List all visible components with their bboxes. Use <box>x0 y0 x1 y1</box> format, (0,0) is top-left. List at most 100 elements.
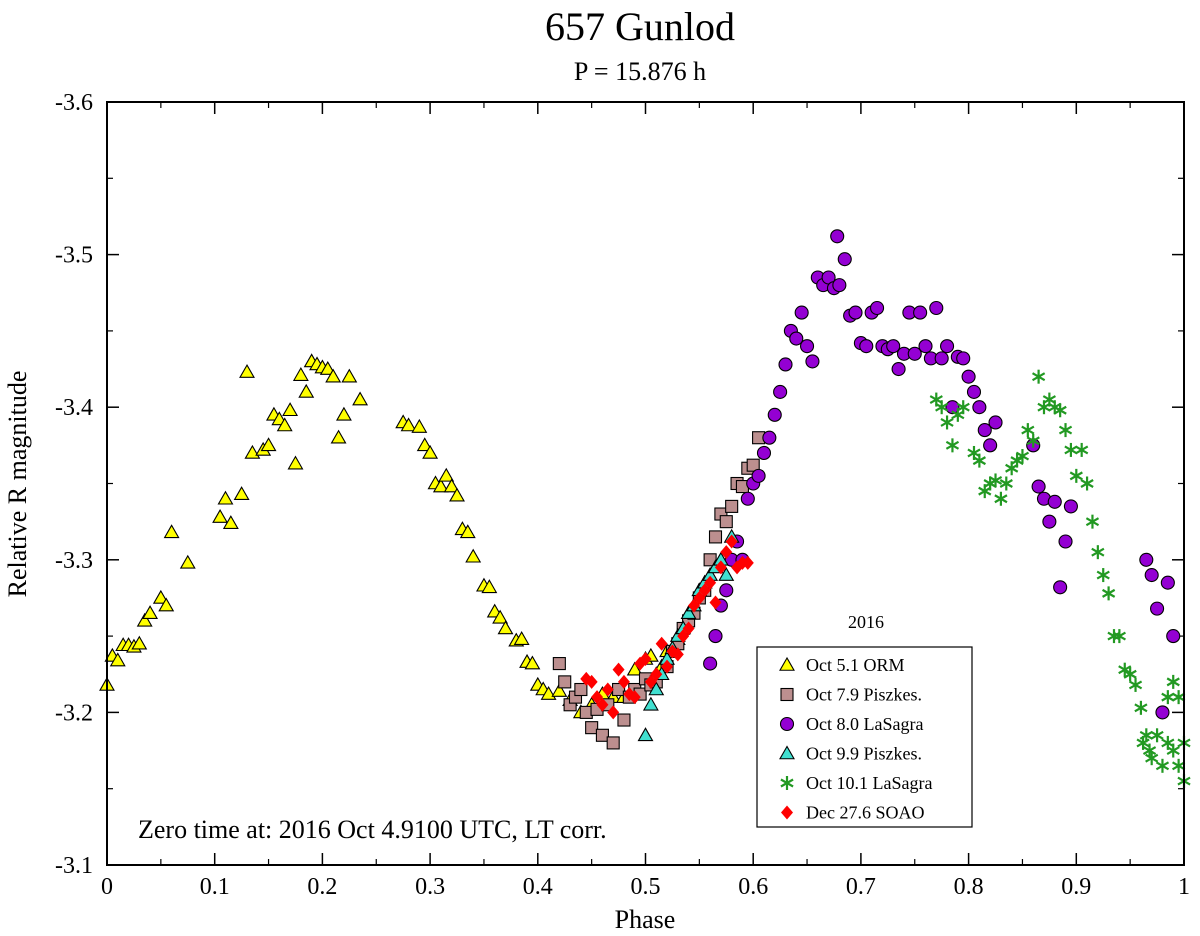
data-point <box>1015 449 1030 464</box>
data-point <box>913 305 928 320</box>
data-point <box>935 400 949 415</box>
data-point <box>465 548 482 563</box>
data-point <box>756 445 772 461</box>
data-point <box>1161 690 1175 705</box>
data-point <box>934 351 949 366</box>
legend-label: Dec 27.6 SOAO <box>806 803 925 823</box>
data-point <box>1160 575 1175 590</box>
legend-label: Oct 5.1 ORM <box>806 655 905 675</box>
data-point <box>988 415 1003 430</box>
data-point <box>718 566 735 581</box>
data-point <box>1058 534 1073 549</box>
data-point <box>260 437 277 452</box>
data-point <box>907 346 922 361</box>
data-point <box>606 736 620 750</box>
legend-label: Oct 8.0 LaSagra <box>806 714 923 734</box>
series-6 <box>580 534 754 720</box>
data-point <box>239 363 255 378</box>
data-point <box>1166 674 1180 689</box>
legend: Oct 5.1 ORM Oct 7.9 Piszkes. Oct 8.0 LaSag… <box>779 655 932 823</box>
data-point <box>703 553 717 567</box>
x-tick-label: 0.6 <box>738 874 768 900</box>
data-point <box>940 339 955 354</box>
data-point <box>848 305 863 320</box>
y-tick-label: -3.5 <box>55 243 93 269</box>
data-point <box>585 674 598 689</box>
data-point <box>886 339 901 354</box>
data-point <box>1101 586 1116 601</box>
data-point <box>746 458 760 472</box>
data-point <box>612 662 625 677</box>
legend-marker <box>780 776 794 790</box>
data-point <box>438 467 455 482</box>
data-point <box>1107 629 1121 644</box>
x-axis-label: Phase <box>615 905 676 934</box>
data-point <box>704 575 717 590</box>
y-axis-label: Relative R magnitude <box>3 371 32 598</box>
data-point <box>1091 545 1105 560</box>
y-tick-labels: -3.1 -3.2 -3.3 -3.4 -3.5 -3.6 <box>55 90 93 879</box>
data-point <box>709 595 722 610</box>
y-tick-label: -3.1 <box>55 853 93 879</box>
data-point <box>1172 690 1186 705</box>
data-point <box>136 612 153 627</box>
data-point <box>411 418 428 433</box>
data-point <box>805 354 820 369</box>
data-point <box>1080 476 1094 491</box>
y-tick-label: -3.6 <box>55 90 93 116</box>
data-point <box>945 400 960 415</box>
x-tick-label: 0.7 <box>846 874 876 900</box>
data-point <box>617 674 630 689</box>
y-tick-label: -3.2 <box>55 700 93 726</box>
data-point <box>725 499 739 513</box>
data-point <box>276 417 293 432</box>
data-point <box>859 339 874 354</box>
data-point <box>650 667 663 682</box>
data-point <box>1128 677 1143 692</box>
data-point <box>585 721 599 735</box>
data-point <box>918 339 933 354</box>
data-point <box>714 560 727 575</box>
data-point <box>179 554 196 569</box>
data-point <box>1021 423 1035 438</box>
data-point <box>524 655 541 670</box>
data-point <box>778 357 793 372</box>
data-point <box>352 391 369 406</box>
data-point <box>741 555 754 570</box>
data-point <box>628 690 641 705</box>
data-point <box>319 360 336 375</box>
data-point <box>212 508 229 523</box>
data-point <box>131 635 148 650</box>
data-point <box>1053 403 1067 418</box>
data-point <box>1058 423 1073 438</box>
data-point <box>443 478 460 493</box>
data-point <box>751 468 766 483</box>
legend-label: Oct 9.9 Piszkes. <box>806 744 922 764</box>
data-point <box>1155 705 1170 720</box>
legend-marker <box>779 656 795 671</box>
data-point <box>595 728 609 742</box>
data-point <box>773 384 788 399</box>
data-point <box>870 300 885 316</box>
legend-title: 2016 <box>848 612 884 632</box>
legend-label: Oct 10.1 LaSagra <box>806 773 932 793</box>
data-point <box>639 651 652 666</box>
data-point <box>109 652 126 667</box>
data-point <box>1064 442 1078 457</box>
data-point <box>1047 494 1062 509</box>
x-tick-label: 0.9 <box>1061 874 1091 900</box>
data-point <box>929 300 944 316</box>
data-point <box>720 545 733 560</box>
data-point <box>287 455 304 470</box>
data-point <box>703 656 718 671</box>
data-point <box>682 621 695 636</box>
data-point <box>1166 743 1180 758</box>
data-point <box>719 583 734 598</box>
data-point <box>1010 453 1024 468</box>
data-point <box>1142 743 1157 758</box>
data-point <box>1155 758 1170 773</box>
data-point <box>298 383 315 398</box>
data-point <box>994 491 1008 506</box>
data-point <box>1145 751 1159 766</box>
